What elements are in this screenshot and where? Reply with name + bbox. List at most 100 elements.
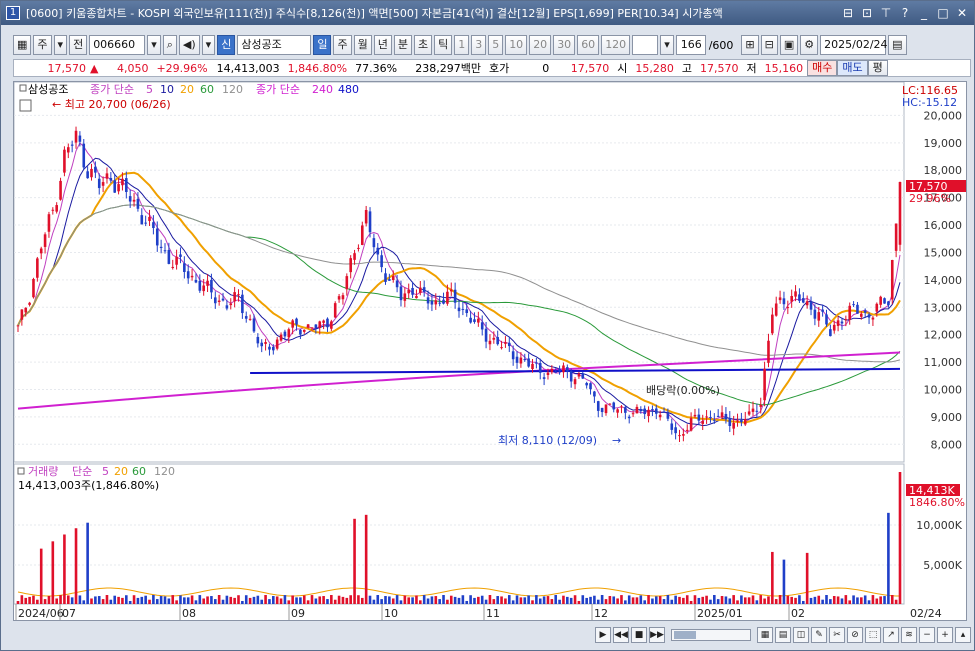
candle-body xyxy=(36,258,39,278)
candle-body xyxy=(357,247,360,249)
calendar-icon[interactable]: ▤ xyxy=(888,35,907,55)
volume-bar xyxy=(217,595,221,604)
interval-custom-input[interactable] xyxy=(632,35,659,55)
chart-area[interactable]: 8,000 9,000 10,000 11,000 12,000 13,000 14,000… xyxy=(13,81,967,621)
interval-10[interactable]: 10 xyxy=(505,35,528,55)
hoga-label: 호가 xyxy=(489,62,510,75)
tool-6-icon[interactable]: ⊘ xyxy=(847,627,863,643)
vol-legend-toggle-icon[interactable] xyxy=(17,467,25,475)
period-week[interactable]: 주 xyxy=(333,35,352,55)
volume-bar xyxy=(716,599,720,604)
window-list-icon[interactable]: ⊡ xyxy=(861,6,873,20)
period-tick[interactable]: 틱 xyxy=(434,35,453,55)
candle-body xyxy=(225,305,229,309)
grid-settings-icon[interactable] xyxy=(19,99,32,112)
high-marker: ← 최고 20,700 (06/26) xyxy=(52,98,171,111)
prev-button[interactable]: 전 xyxy=(69,35,88,55)
avg-button[interactable]: 평 xyxy=(867,60,888,76)
interval-30[interactable]: 30 xyxy=(553,35,576,55)
candle-body xyxy=(577,373,581,377)
code-input[interactable]: 006660 xyxy=(89,35,146,55)
zoom-scrollbar[interactable] xyxy=(671,629,751,641)
interval-120[interactable]: 120 xyxy=(601,35,631,55)
price-tick-label: 12,000 xyxy=(924,329,963,342)
zoom-out-icon[interactable]: ⊟ xyxy=(760,35,778,55)
volume-bar xyxy=(604,599,608,604)
volume-bar xyxy=(701,596,705,604)
volume-bar xyxy=(275,596,279,604)
interval-dropdown-icon[interactable]: ▾ xyxy=(660,35,674,55)
maximize-chart-button[interactable]: ▴ xyxy=(955,627,971,643)
link-icon[interactable]: ⊟ xyxy=(842,6,854,20)
candle-body xyxy=(384,273,387,282)
help-icon[interactable]: ? xyxy=(901,6,909,20)
volume-bar xyxy=(589,596,592,604)
market-select[interactable]: 주 xyxy=(33,35,52,55)
tool-3-icon[interactable]: ◫ xyxy=(793,627,809,643)
candle-body xyxy=(651,409,654,411)
period-month[interactable]: 월 xyxy=(353,35,372,55)
sound-icon[interactable]: ◀) xyxy=(178,35,200,55)
period-year[interactable]: 년 xyxy=(373,35,392,55)
stop-icon[interactable]: ■ xyxy=(631,627,647,643)
minimize-icon[interactable]: _ xyxy=(921,6,927,20)
volume-bar xyxy=(322,596,325,604)
candle-body xyxy=(190,275,194,278)
candle-body xyxy=(709,417,712,419)
buy-button[interactable]: 매수 xyxy=(807,60,838,76)
tool-8-icon[interactable]: ↗ xyxy=(883,627,899,643)
price-chart[interactable]: 8,000 9,000 10,000 11,000 12,000 13,000 14,000… xyxy=(13,81,968,622)
zoom-in-button[interactable]: + xyxy=(937,627,953,643)
legend-toggle-icon[interactable] xyxy=(19,84,27,92)
sell-button[interactable]: 매도 xyxy=(837,60,868,76)
grid-icon[interactable]: ▦ xyxy=(13,35,32,55)
tool-1-icon[interactable]: ▦ xyxy=(757,627,773,643)
count-input[interactable]: 166 xyxy=(675,35,706,55)
zoom-out-button[interactable]: − xyxy=(919,627,935,643)
ma120-line xyxy=(17,204,901,363)
open-price: 15,280 xyxy=(635,61,674,75)
pin-icon[interactable]: ⊤ xyxy=(880,6,892,20)
date-input[interactable]: 2025/02/24 xyxy=(820,35,888,55)
interval-1[interactable]: 1 xyxy=(454,35,470,55)
settings-icon[interactable]: ⚙ xyxy=(800,35,819,55)
volume-bar xyxy=(314,598,318,604)
interval-60[interactable]: 60 xyxy=(577,35,600,55)
volume-bar xyxy=(829,599,832,604)
tool-4-icon[interactable]: ✎ xyxy=(811,627,827,643)
volume-bar xyxy=(206,596,209,604)
candle-body xyxy=(720,412,724,418)
maximize-icon[interactable]: □ xyxy=(937,6,949,20)
tool-9-icon[interactable]: ≋ xyxy=(901,627,917,643)
candle-body xyxy=(337,296,341,300)
volume-bar xyxy=(844,595,848,604)
zoom-in-icon[interactable]: ⊞ xyxy=(741,35,759,55)
candle-body xyxy=(213,297,217,304)
search-icon[interactable]: ⌕ xyxy=(162,35,177,55)
save-icon[interactable]: ▣ xyxy=(779,35,799,55)
volume-bar xyxy=(287,600,291,604)
tool-7-icon[interactable]: ⬚ xyxy=(865,627,881,643)
interval-3[interactable]: 3 xyxy=(471,35,487,55)
volume-bar xyxy=(724,596,728,604)
close-icon[interactable]: ✕ xyxy=(956,6,968,20)
market-dropdown-icon[interactable]: ▾ xyxy=(53,35,68,55)
scroll-right-icon[interactable]: ▶ xyxy=(595,627,611,643)
first-page-icon[interactable]: ◀◀ xyxy=(613,627,629,643)
period-minute[interactable]: 분 xyxy=(393,35,412,55)
interval-20[interactable]: 20 xyxy=(529,35,552,55)
interval-5[interactable]: 5 xyxy=(488,35,504,55)
candle-body xyxy=(666,413,670,419)
candle-body xyxy=(144,222,147,224)
candle-body xyxy=(627,416,631,419)
tool-2-icon[interactable]: ▤ xyxy=(775,627,791,643)
volume-bar xyxy=(759,595,763,604)
period-second[interactable]: 초 xyxy=(413,35,433,55)
last-page-icon[interactable]: ▶▶ xyxy=(649,627,665,643)
sound-dropdown-icon[interactable]: ▾ xyxy=(201,35,216,55)
code-dropdown-icon[interactable]: ▾ xyxy=(147,35,161,55)
candle-body xyxy=(763,368,766,401)
tool-5-icon[interactable]: ✂ xyxy=(829,627,845,643)
last-pct-label: 29.96% xyxy=(909,192,951,205)
period-day[interactable]: 일 xyxy=(313,35,332,55)
